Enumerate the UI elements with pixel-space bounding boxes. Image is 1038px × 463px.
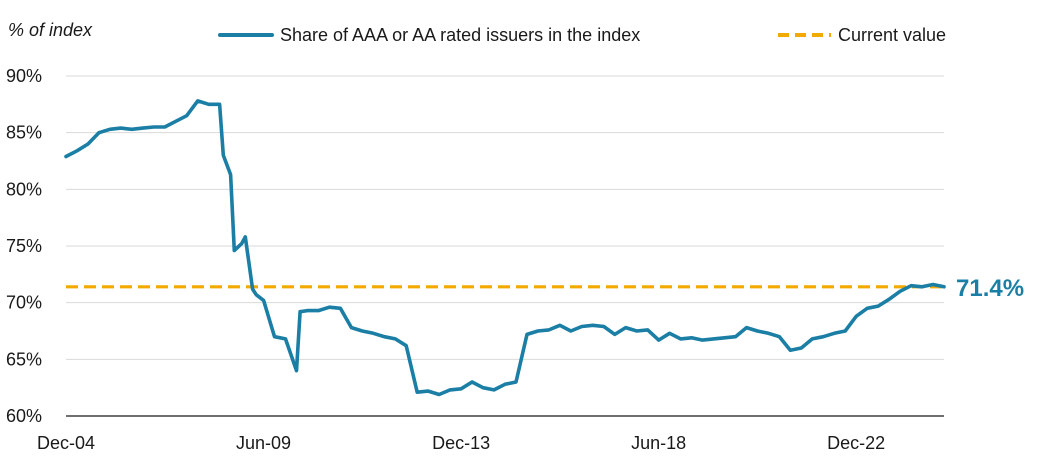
y-tick-labels: 90% 85% 80% 75% 70% 65% 60% <box>6 66 42 426</box>
x-tick-label: Jun-09 <box>236 433 291 453</box>
gridlines <box>66 75 944 417</box>
x-tick-label: Dec-22 <box>827 433 885 453</box>
y-tick-label: 85% <box>6 123 42 143</box>
y-tick-label: 75% <box>6 236 42 256</box>
current-value-label: 71.4% <box>956 275 1024 302</box>
legend: Share of AAA or AA rated issuers in the … <box>218 25 946 45</box>
series-line-share <box>64 99 946 397</box>
x-tick-label: Jun-18 <box>631 433 686 453</box>
y-tick-label: 65% <box>6 349 42 369</box>
series-layer <box>64 99 946 397</box>
y-tick-label: 80% <box>6 179 42 199</box>
y-tick-label: 60% <box>6 406 42 426</box>
x-tick-labels: Dec-04 Jun-09 Dec-13 Jun-18 Dec-22 <box>37 433 885 453</box>
y-tick-label: 90% <box>6 66 42 86</box>
x-tick-label: Dec-04 <box>37 433 95 453</box>
legend-label-share: Share of AAA or AA rated issuers in the … <box>280 25 640 45</box>
y-axis-unit-label: % of index <box>8 20 93 40</box>
x-tick-label: Dec-13 <box>432 433 490 453</box>
legend-label-current: Current value <box>838 25 946 45</box>
y-tick-label: 70% <box>6 293 42 313</box>
